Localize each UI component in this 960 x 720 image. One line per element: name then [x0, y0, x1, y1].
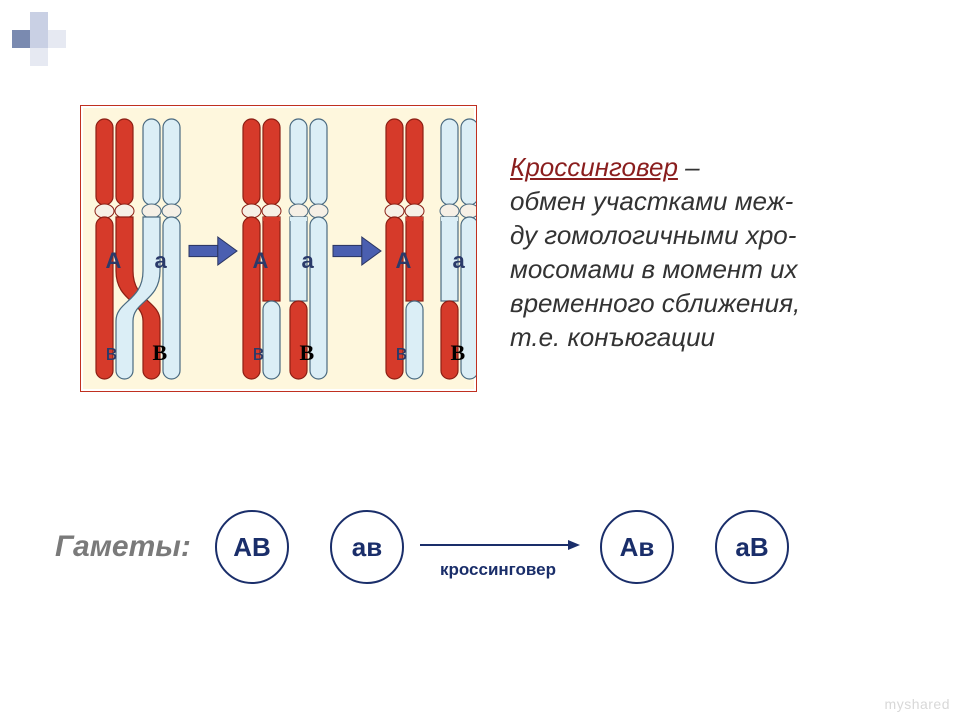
gamete-circle: аВ: [715, 510, 789, 584]
allele-label: в: [106, 340, 118, 366]
definition-term: Кроссинговер: [510, 152, 678, 182]
gamete-circle: ав: [330, 510, 404, 584]
definition-line: ду гомологичными хро-: [510, 218, 930, 252]
definition-body: обмен участками меж-ду гомологичными хро…: [510, 184, 930, 354]
allele-label: в: [396, 340, 408, 366]
gamete-circle: Ав: [600, 510, 674, 584]
allele-label: А: [396, 248, 412, 274]
definition-line: мосомами в момент их: [510, 252, 930, 286]
deco-square: [30, 30, 48, 48]
allele-label: а: [155, 248, 167, 274]
deco-square: [48, 30, 66, 48]
allele-label: В: [451, 340, 466, 366]
watermark: myshared: [885, 696, 950, 712]
definition-line: временного сближения,: [510, 286, 930, 320]
allele-label: а: [453, 248, 465, 274]
allele-label: а: [302, 248, 314, 274]
chromosome-diagram-frame: [80, 105, 477, 392]
gametes-arrow-label: кроссинговер: [440, 560, 556, 580]
deco-square: [30, 12, 48, 30]
deco-square: [30, 48, 48, 66]
definition-line: обмен участками меж-: [510, 184, 930, 218]
definition-dash: –: [678, 152, 700, 182]
deco-square: [12, 30, 30, 48]
allele-label: в: [253, 340, 265, 366]
definition-line: т.е. конъюгации: [510, 320, 930, 354]
chromosome-diagram-svg: [81, 106, 476, 391]
allele-label: А: [106, 248, 122, 274]
allele-label: В: [153, 340, 168, 366]
allele-label: В: [300, 340, 315, 366]
definition-text: Кроссинговер – обмен участками меж-ду го…: [510, 150, 930, 354]
allele-label: А: [253, 248, 269, 274]
gametes-label: Гаметы:: [55, 530, 191, 564]
gamete-circle: АВ: [215, 510, 289, 584]
